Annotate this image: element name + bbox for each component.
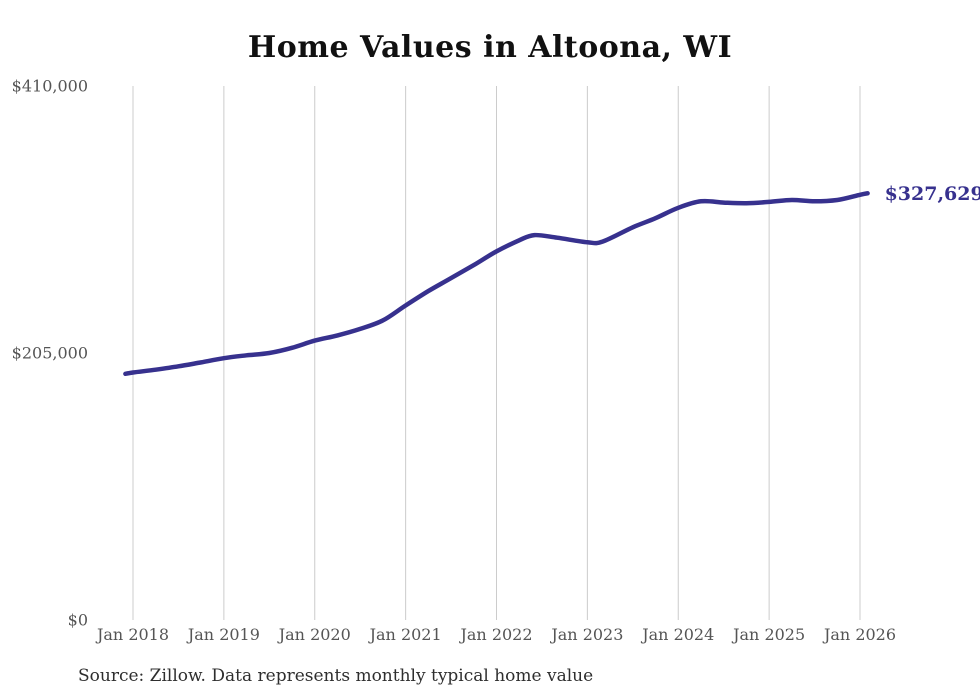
y-tick-label: $205,000: [12, 344, 88, 363]
x-tick-label: Jan 2024: [640, 625, 714, 644]
x-tick-label: Jan 2023: [549, 625, 623, 644]
x-tick-label: Jan 2021: [368, 625, 442, 644]
source-note: Source: Zillow. Data represents monthly …: [78, 666, 594, 686]
x-tick-label: Jan 2018: [95, 625, 169, 644]
x-tick-label: Jan 2019: [186, 625, 260, 644]
x-tick-label: Jan 2022: [458, 625, 532, 644]
chart-title: Home Values in Altoona, WI: [247, 30, 733, 65]
value-line: [123, 191, 870, 377]
x-tick-label: Jan 2026: [822, 625, 896, 644]
x-tick-label: Jan 2025: [731, 625, 805, 644]
y-tick-label: $410,000: [12, 77, 88, 96]
end-value-label: $327,629: [885, 183, 980, 205]
x-tick-label: Jan 2020: [277, 625, 351, 644]
y-tick-label: $0: [68, 611, 88, 630]
